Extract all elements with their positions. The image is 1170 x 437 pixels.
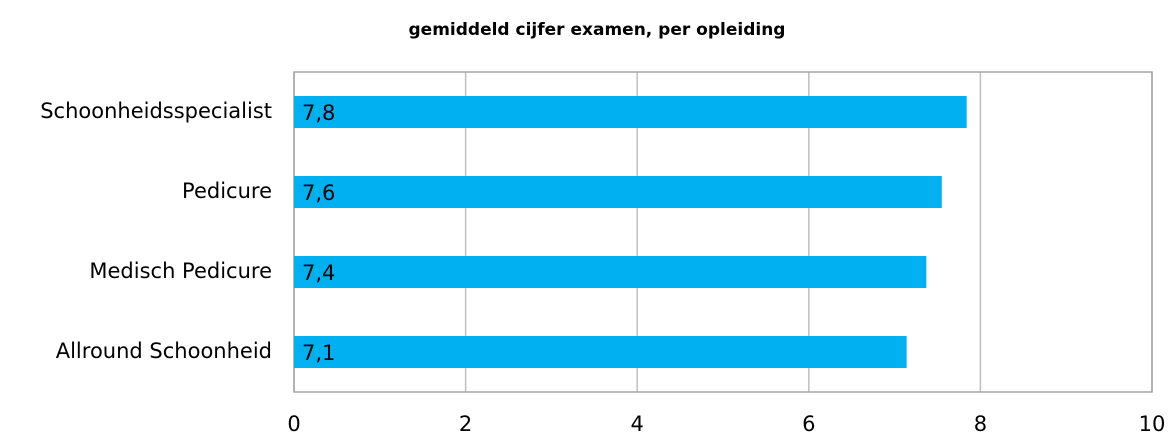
bar (294, 256, 927, 288)
data-label: 7,6 (302, 181, 335, 205)
x-tick-label: 4 (631, 412, 644, 436)
data-label: 7,4 (302, 261, 335, 285)
x-tick-label: 8 (974, 412, 987, 436)
plot-border (293, 71, 1153, 393)
x-tick-label: 2 (459, 412, 472, 436)
bar (294, 336, 907, 368)
y-tick-label: Pedicure (182, 179, 272, 203)
chart-title: gemiddeld cijfer examen, per opleiding (409, 20, 786, 40)
data-label: 7,8 (302, 101, 335, 125)
y-tick-label: Allround Schoonheid (56, 339, 272, 363)
x-tick-label: 10 (1139, 412, 1166, 436)
x-tick-label: 0 (287, 412, 300, 436)
bar (294, 176, 942, 208)
y-tick-label: Schoonheidsspecialist (40, 99, 272, 123)
bar (294, 96, 967, 128)
data-label: 7,1 (302, 341, 335, 365)
x-tick-label: 6 (802, 412, 815, 436)
y-tick-label: Medisch Pedicure (89, 259, 272, 283)
